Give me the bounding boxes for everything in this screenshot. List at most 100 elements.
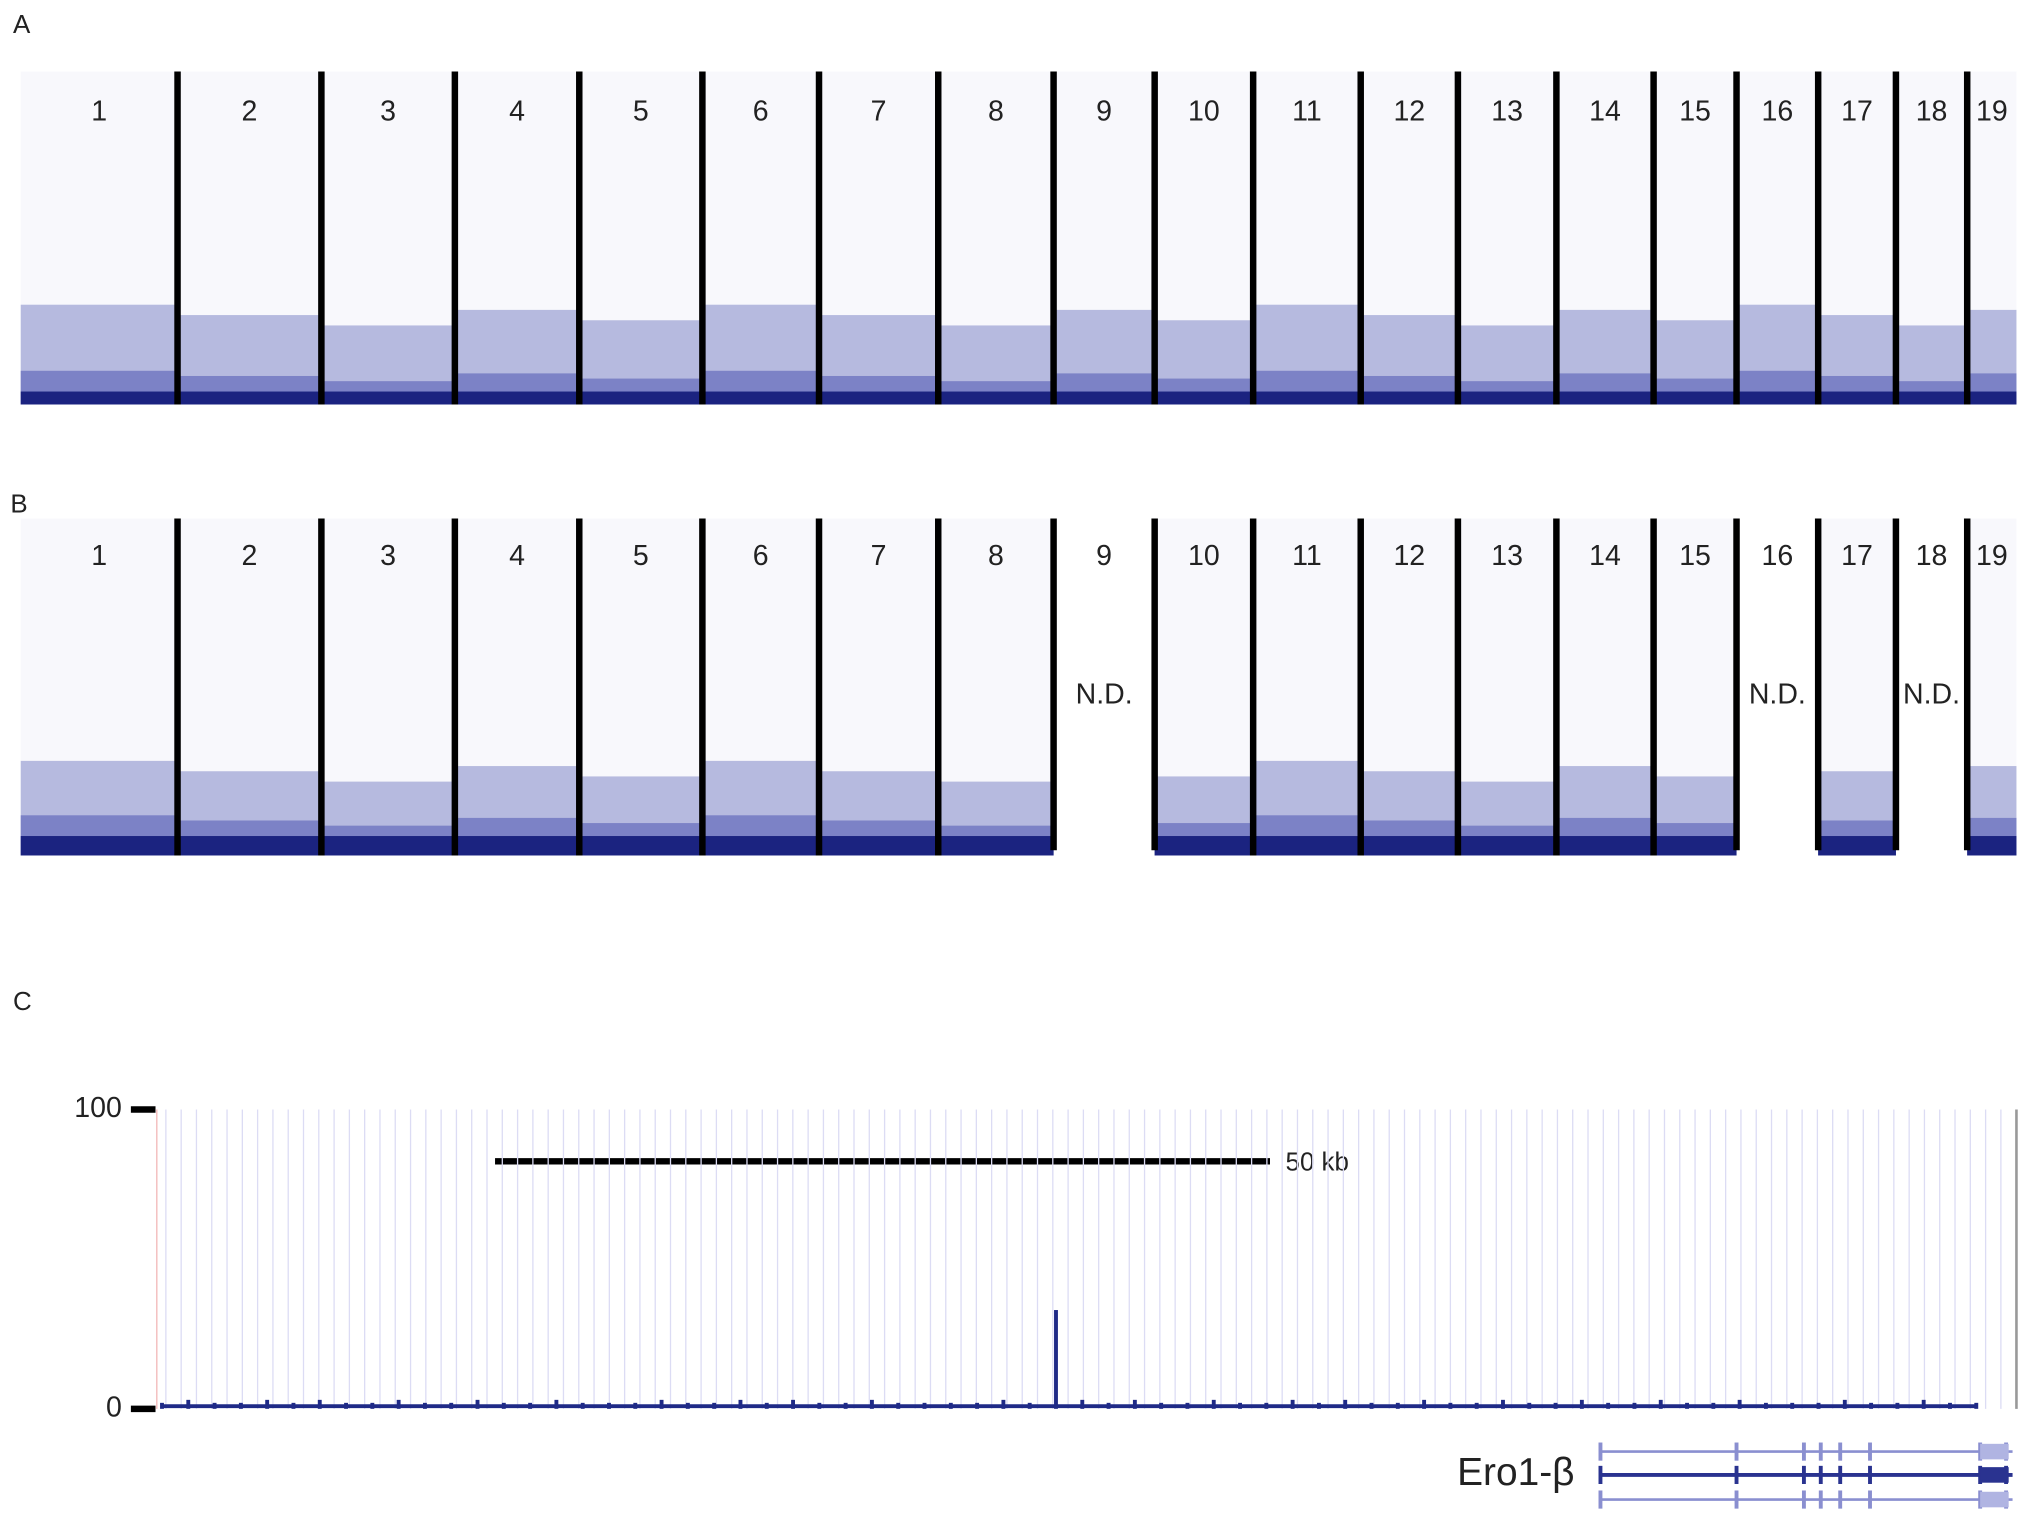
chromosome-label: 14 [1589,95,1621,127]
gene-exon [1818,1442,1823,1461]
chromosome-label: 4 [509,95,525,127]
chromosome-label: 17 [1841,95,1873,127]
coverage-dark [579,836,703,856]
coverage-dark [1253,391,1361,405]
y-tick-label: 0 [106,1391,122,1423]
chromosome-label: 19 [1976,95,2008,127]
gene-exon [1801,1442,1806,1461]
coverage-dark [177,836,322,856]
gene-exon [1801,1465,1806,1484]
coverage-dark [1653,391,1737,405]
coverage-dark [1895,391,1968,405]
chromosome-label: 15 [1679,540,1711,572]
chromosome-label: 2 [242,540,258,572]
chromosome-label: 9 [1096,540,1112,572]
gene-exon [1868,1442,1872,1461]
chromosome-label: 18 [1916,95,1948,127]
chromosome-label: 8 [988,95,1004,127]
coverage-dark [321,836,455,856]
chromosome-label: 3 [380,540,396,572]
coverage-dark [938,836,1054,856]
chromosome-label: 6 [753,540,769,572]
chromosome-label: 1 [91,540,107,572]
coverage-dark [321,391,455,405]
coverage-dark [819,391,939,405]
chromosome-label: 11 [1292,540,1322,572]
chromosome-label: 15 [1679,95,1711,127]
panel-label: B [10,490,27,518]
not-determined-label: N.D. [1076,679,1133,711]
chromosome-label: 1 [91,95,107,127]
coverage-dark [454,836,580,856]
coverage-dark [579,391,703,405]
not-determined-label: N.D. [1749,679,1806,711]
panel-label: A [13,11,31,39]
coverage-dark [819,836,939,856]
coverage-dark [938,391,1054,405]
gene-exon [1838,1442,1843,1461]
coverage-dark [702,391,820,405]
coverage-dark [1053,391,1155,405]
coverage-dark [20,391,178,405]
chromosome-label: 5 [633,540,649,572]
coverage-dark [177,391,322,405]
gene-exon [1598,1442,1603,1461]
coverage-dark [1556,836,1654,856]
coverage-dark [1154,836,1254,856]
gene-exon [1598,1465,1603,1484]
chromosome-label: 2 [242,95,258,127]
chromosome-label: 3 [380,95,396,127]
coverage-dark [1360,391,1458,405]
coverage-dark [1556,391,1654,405]
chromosome-label: 6 [753,95,769,127]
chromosome-label: 8 [988,540,1004,572]
chromosome-label: 16 [1762,95,1794,127]
gene-exon [1801,1490,1806,1509]
chromosome-label: 4 [509,540,525,572]
chromosome-label: 19 [1976,540,2008,572]
gene-exon [1838,1465,1843,1484]
coverage-dark [1736,391,1819,405]
gene-exon [1734,1465,1739,1484]
chromosome-label: 7 [871,95,887,127]
not-determined-label: N.D. [1903,679,1960,711]
chromosome-label: 14 [1589,540,1621,572]
signal-bar [1054,1310,1058,1409]
gene-exon [1868,1490,1872,1509]
coverage-dark [1457,391,1557,405]
coverage-dark [1967,391,2017,405]
chromosome-label: 13 [1491,95,1523,127]
gene-exon [1980,1491,2009,1508]
gene-exon [1734,1442,1739,1461]
gene-exon [1818,1465,1823,1484]
chromosome-label: 12 [1393,540,1425,572]
chromosome-label: 10 [1188,540,1220,572]
gene-exon [1838,1490,1843,1509]
coverage-dark [1818,836,1896,856]
coverage-dark [1253,836,1361,856]
chromosome-label: 18 [1916,540,1948,572]
coverage-dark [20,836,178,856]
coverage-dark [1360,836,1458,856]
chromosome-label: 9 [1096,95,1112,127]
gene-exon [1980,1443,2009,1460]
coverage-dark [1653,836,1737,856]
coverage-dark [1818,391,1896,405]
chromosome-label: 16 [1762,540,1794,572]
coverage-dark [702,836,820,856]
chromosome-label: 10 [1188,95,1220,127]
gene-label: Ero1-β [1457,1451,1574,1494]
chromosome-label: 17 [1841,540,1873,572]
chromosome-label: 7 [871,540,887,572]
chromosome-label: 5 [633,95,649,127]
gene-exon [1598,1490,1603,1509]
gene-exon [1818,1490,1823,1509]
gene-exon [1868,1465,1872,1484]
panel-label: C [13,988,32,1016]
coverage-dark [1967,836,2017,856]
chromosome-label: 11 [1292,95,1322,127]
y-tick-label: 100 [74,1092,122,1124]
chromosome-label: 12 [1393,95,1425,127]
